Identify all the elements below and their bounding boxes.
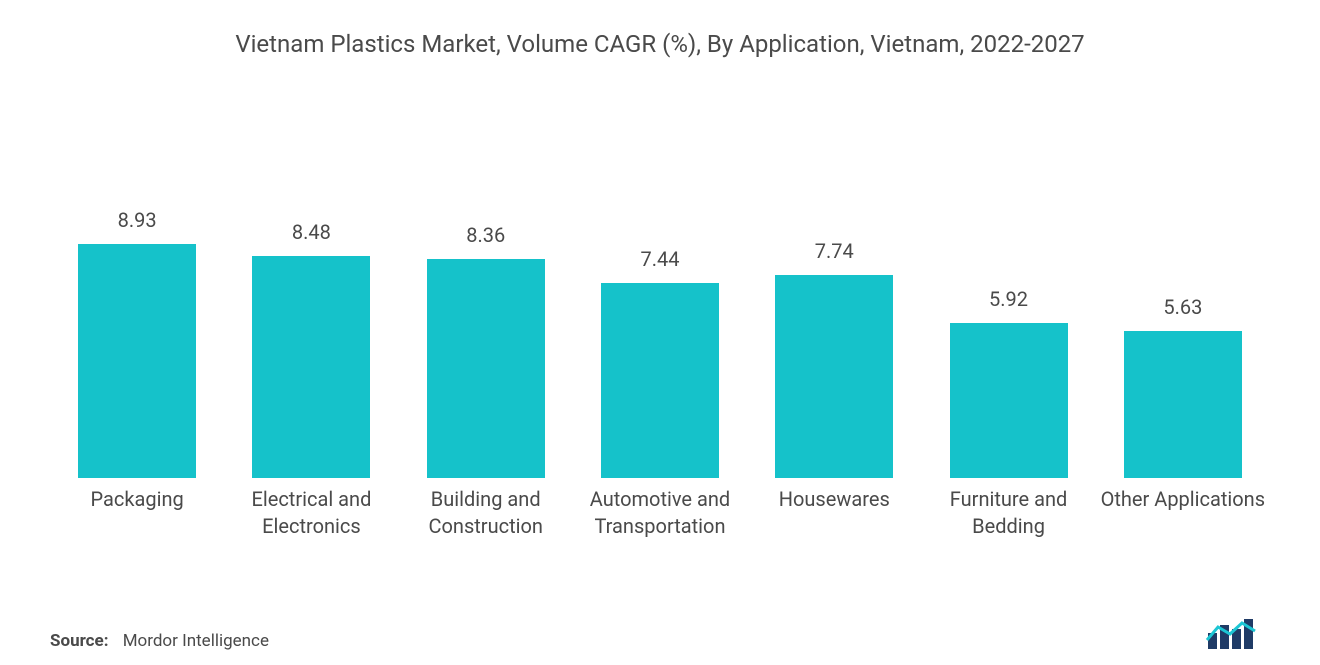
category-label: Housewares [749, 486, 919, 578]
bar [427, 259, 545, 478]
bar-group: 7.74 [749, 239, 919, 478]
chart-container: Vietnam Plastics Market, Volume CAGR (%)… [0, 0, 1320, 665]
bar [78, 244, 196, 478]
bar-value-label: 8.48 [292, 220, 331, 244]
bar-value-label: 5.92 [989, 287, 1028, 311]
bar [1124, 331, 1242, 478]
bar [601, 283, 719, 478]
category-label: Other Applications [1098, 486, 1268, 578]
bar-group: 8.48 [226, 220, 396, 478]
bar-group: 8.93 [52, 208, 222, 478]
category-label: Furniture and Bedding [924, 486, 1094, 578]
category-label: Electrical and Electronics [226, 486, 396, 578]
category-labels-row: PackagingElectrical and ElectronicsBuild… [40, 478, 1280, 578]
plot-area: 8.93 8.48 8.36 7.44 7.74 5.92 5.63 [40, 148, 1280, 478]
source-value: Mordor Intelligence [123, 631, 269, 651]
bar-group: 5.63 [1098, 295, 1268, 478]
source-label: Source: [50, 631, 108, 651]
chart-title: Vietnam Plastics Market, Volume CAGR (%)… [40, 30, 1280, 58]
bar-value-label: 7.74 [815, 239, 854, 263]
bar-group: 5.92 [924, 287, 1094, 478]
category-label: Building and Construction [401, 486, 571, 578]
bar-value-label: 8.93 [118, 208, 157, 232]
bar [775, 275, 893, 478]
source-line: Source: Mordor Intelligence [50, 631, 269, 651]
category-label: Packaging [52, 486, 222, 578]
bar [950, 323, 1068, 478]
chart-footer: Source: Mordor Intelligence [40, 617, 1280, 665]
mordor-logo-icon [1205, 617, 1260, 651]
bar-value-label: 5.63 [1163, 295, 1202, 319]
bar [252, 256, 370, 478]
bar-group: 8.36 [401, 223, 571, 478]
bar-group: 7.44 [575, 247, 745, 478]
bar-value-label: 7.44 [640, 247, 679, 271]
bar-value-label: 8.36 [466, 223, 505, 247]
category-label: Automotive and Transportation [575, 486, 745, 578]
